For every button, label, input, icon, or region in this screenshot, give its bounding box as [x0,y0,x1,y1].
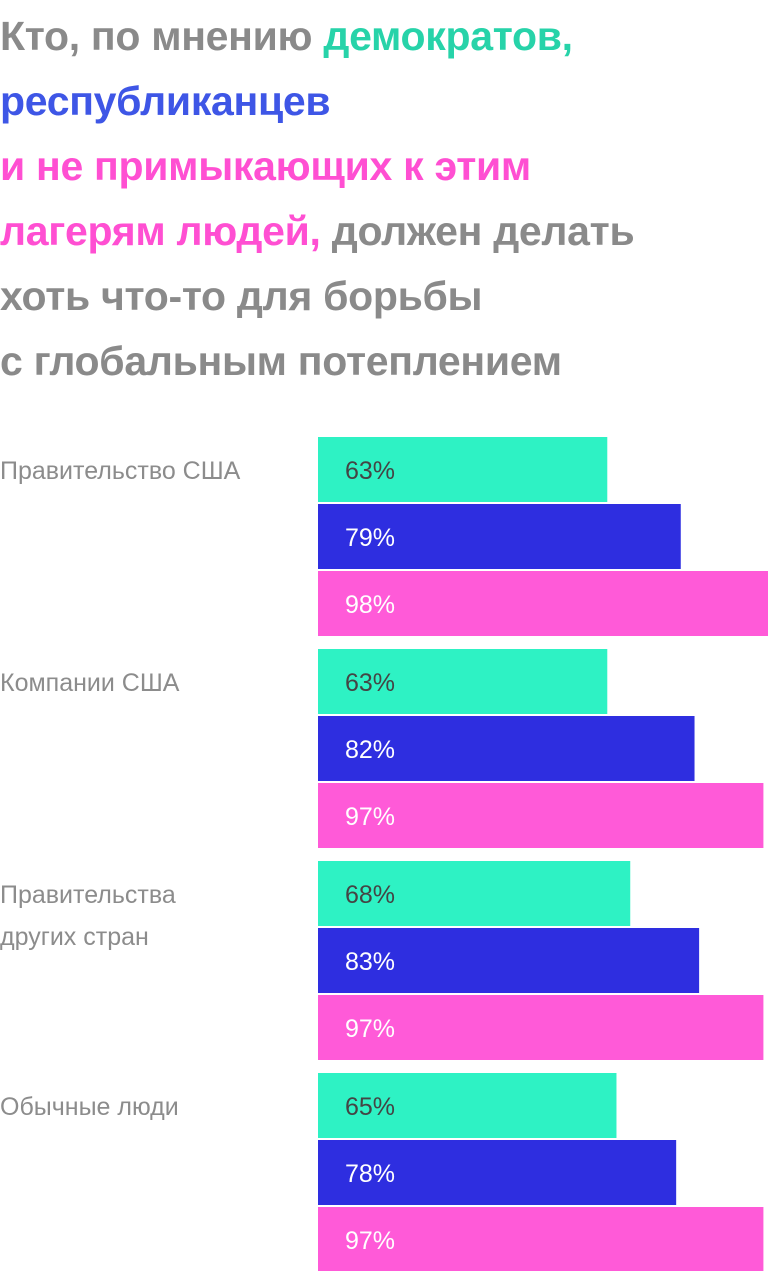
bar-value-label: 82% [345,736,395,764]
bar-value-label: 63% [345,457,395,485]
bar-value-label: 98% [345,591,395,619]
category-label: Компании США [0,669,180,697]
bar-value-label: 79% [345,524,395,552]
title-democrats: демократов, [323,13,573,59]
title-line-4: лагерям людей, должен делать [0,199,768,264]
bar [318,716,695,781]
category-label: Обычные люди [0,1093,179,1121]
bar-value-label: 65% [345,1093,395,1121]
bar-value-label: 97% [345,1227,395,1255]
title-text: Кто, по мнению [0,13,324,59]
bar-value-label: 68% [345,881,395,909]
title-text-2: должен делать [320,208,635,254]
title-republicans: республиканцев [0,78,331,124]
bar [318,649,608,714]
bar [318,861,631,926]
title-line-5: хоть что-то для борьбы [0,273,483,319]
bar-value-label: 83% [345,948,395,976]
category-label: других стран [0,923,149,951]
bar [318,1207,764,1271]
bar [318,783,764,848]
bar [318,928,700,993]
category-label: Правительства [0,881,176,909]
category-label: Правительство США [0,457,241,485]
bar [318,1073,617,1138]
chart-title: Кто, по мнению демократов, республиканце… [0,4,768,394]
bar-value-label: 78% [345,1160,395,1188]
bar [318,504,681,569]
bar-value-label: 63% [345,669,395,697]
title-independents-2: лагерям людей, [0,208,321,254]
bar-value-label: 97% [345,803,395,831]
bar [318,1140,677,1205]
title-line-6: с глобальным потеплением [0,338,562,384]
bar-value-label: 97% [345,1015,395,1043]
title-line-1: Кто, по мнению демократов, [0,4,768,69]
bar [318,437,608,502]
bar [318,995,764,1060]
title-independents-1: и не примыкающих к этим [0,143,531,189]
bar [318,571,768,636]
